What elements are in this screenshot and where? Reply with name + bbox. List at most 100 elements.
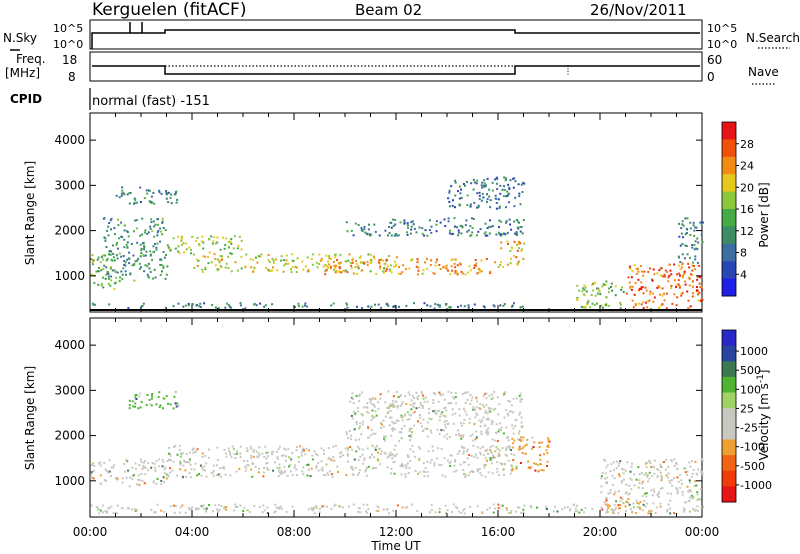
data-cell bbox=[359, 261, 362, 264]
data-cell bbox=[334, 444, 337, 447]
data-cell bbox=[143, 248, 145, 251]
data-cell bbox=[657, 306, 660, 309]
data-cell bbox=[335, 270, 338, 273]
data-cell bbox=[454, 258, 457, 261]
data-cell bbox=[174, 505, 177, 507]
data-cell bbox=[134, 260, 137, 263]
data-cell bbox=[470, 455, 473, 457]
data-cell bbox=[327, 266, 330, 269]
data-cell bbox=[629, 265, 632, 268]
data-cell bbox=[225, 508, 228, 511]
data-cell bbox=[463, 473, 465, 475]
data-cell bbox=[527, 460, 530, 463]
data-cell bbox=[371, 444, 374, 447]
data-cell bbox=[394, 223, 397, 226]
data-cell bbox=[198, 473, 200, 476]
data-cell bbox=[359, 425, 362, 428]
colorbar-swatch bbox=[722, 455, 736, 472]
data-cell bbox=[509, 410, 512, 413]
data-cell bbox=[328, 255, 331, 258]
data-cell bbox=[162, 461, 165, 464]
data-cell bbox=[166, 265, 169, 268]
data-cell bbox=[369, 399, 372, 402]
data-cell bbox=[204, 268, 207, 271]
data-cell bbox=[121, 278, 124, 281]
data-cell bbox=[273, 511, 276, 514]
data-cell bbox=[621, 480, 624, 483]
data-cell bbox=[520, 421, 523, 424]
data-cell bbox=[232, 247, 235, 250]
data-cell bbox=[393, 448, 396, 451]
data-cell bbox=[650, 466, 652, 468]
data-cell bbox=[486, 412, 489, 415]
data-cell bbox=[407, 391, 410, 394]
data-cell bbox=[485, 258, 488, 260]
data-cell bbox=[642, 307, 645, 310]
data-cell bbox=[400, 473, 403, 476]
data-cell bbox=[424, 427, 427, 430]
data-cell bbox=[362, 406, 365, 409]
noise-left-label: N.Sky bbox=[3, 31, 37, 45]
data-cell bbox=[652, 465, 655, 468]
data-cell bbox=[126, 246, 129, 249]
data-cell bbox=[681, 493, 684, 496]
data-cell bbox=[450, 454, 453, 457]
data-cell bbox=[521, 232, 524, 235]
data-cell bbox=[285, 459, 287, 462]
data-cell bbox=[631, 270, 634, 272]
data-cell bbox=[445, 433, 448, 436]
data-cell bbox=[375, 509, 378, 512]
data-cell bbox=[497, 266, 500, 269]
data-cell bbox=[331, 475, 334, 478]
data-cell bbox=[601, 285, 604, 288]
data-cell bbox=[244, 307, 247, 310]
data-cell bbox=[517, 261, 520, 264]
data-cell bbox=[671, 484, 673, 487]
data-cell bbox=[372, 255, 375, 258]
data-cell bbox=[355, 260, 358, 263]
data-cell bbox=[129, 191, 132, 194]
data-cell bbox=[421, 232, 424, 235]
data-cell bbox=[218, 467, 221, 470]
data-cell bbox=[152, 220, 155, 223]
data-cell bbox=[604, 503, 607, 506]
data-cell bbox=[263, 305, 266, 308]
data-cell bbox=[511, 468, 514, 471]
data-cell bbox=[225, 455, 228, 458]
data-cell bbox=[302, 268, 305, 271]
data-cell bbox=[630, 488, 633, 491]
data-cell bbox=[659, 293, 661, 296]
data-cell bbox=[457, 510, 460, 513]
data-cell bbox=[413, 227, 416, 230]
data-cell bbox=[675, 487, 678, 490]
data-cell bbox=[352, 234, 355, 237]
data-cell bbox=[403, 425, 406, 427]
data-cell bbox=[660, 466, 663, 469]
data-cell bbox=[384, 452, 387, 455]
data-cell bbox=[383, 451, 386, 454]
data-cell bbox=[695, 509, 698, 512]
data-cell bbox=[479, 425, 482, 428]
data-cell bbox=[692, 221, 695, 224]
data-cell bbox=[374, 230, 377, 233]
data-cell bbox=[154, 466, 157, 469]
data-cell bbox=[476, 470, 479, 473]
data-cell bbox=[701, 472, 704, 475]
data-cell bbox=[637, 486, 640, 489]
data-cell bbox=[473, 303, 476, 306]
data-cell bbox=[700, 286, 703, 289]
data-cell bbox=[191, 303, 194, 306]
data-cell bbox=[421, 404, 424, 407]
data-cell bbox=[302, 447, 305, 450]
data-cell bbox=[619, 307, 622, 310]
data-cell bbox=[134, 219, 137, 222]
colorbar-tick-label: 500 bbox=[740, 364, 761, 377]
data-cell bbox=[225, 237, 228, 240]
data-cell bbox=[314, 505, 317, 507]
data-cell bbox=[295, 271, 298, 273]
data-cell bbox=[536, 464, 539, 467]
data-cell bbox=[107, 275, 110, 278]
data-cell bbox=[667, 280, 670, 283]
